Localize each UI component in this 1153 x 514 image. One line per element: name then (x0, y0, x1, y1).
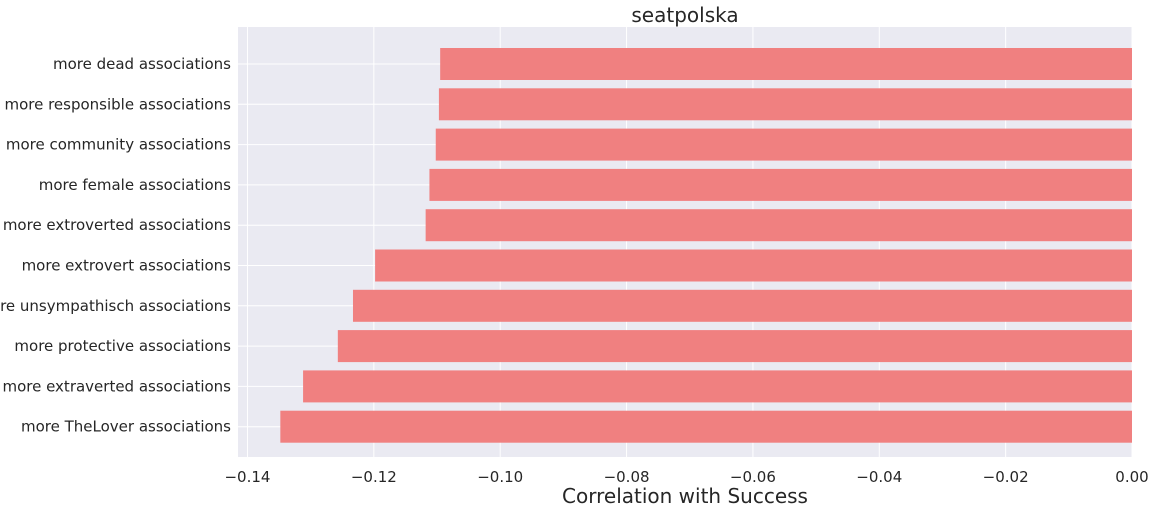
bar (440, 48, 1133, 80)
bar (435, 128, 1133, 161)
category-label: more extrovert associations (22, 257, 232, 275)
bar (425, 209, 1132, 242)
x-axis-label: Correlation with Success (562, 484, 808, 508)
x-tick-label: −0.04 (856, 468, 902, 486)
x-tick-label: −0.08 (604, 468, 650, 486)
x-tick-label: −0.10 (477, 468, 523, 486)
x-tick-label: −0.02 (983, 468, 1029, 486)
category-label: more female associations (39, 176, 231, 194)
category-label: more responsible associations (4, 95, 231, 113)
bar (303, 370, 1132, 403)
category-label: more community associations (6, 136, 231, 154)
x-tick-label: −0.12 (351, 468, 397, 486)
bar (352, 289, 1132, 322)
x-tick-label: 0.00 (1115, 468, 1148, 486)
x-tick-label: −0.06 (730, 468, 776, 486)
bar (280, 410, 1132, 443)
bar (429, 168, 1132, 201)
bar (337, 330, 1133, 363)
chart-title: seatpolska (631, 3, 738, 27)
category-label: more extroverted associations (3, 216, 231, 234)
category-label: more protective associations (14, 337, 231, 355)
x-tick-label: −0.14 (224, 468, 270, 486)
category-labels: more dead associations more responsible a… (0, 55, 231, 436)
bar (438, 88, 1132, 121)
bar (375, 249, 1132, 282)
category-label: more unsympathisch associations (0, 297, 231, 315)
category-label: more TheLover associations (21, 418, 231, 436)
category-label: more dead associations (53, 55, 231, 73)
x-tick-labels: −0.14 −0.12 −0.10 −0.08 −0.06 −0.04 −0.02 0.00 (224, 468, 1148, 486)
bars (280, 48, 1133, 443)
category-label: more extraverted associations (2, 377, 231, 395)
